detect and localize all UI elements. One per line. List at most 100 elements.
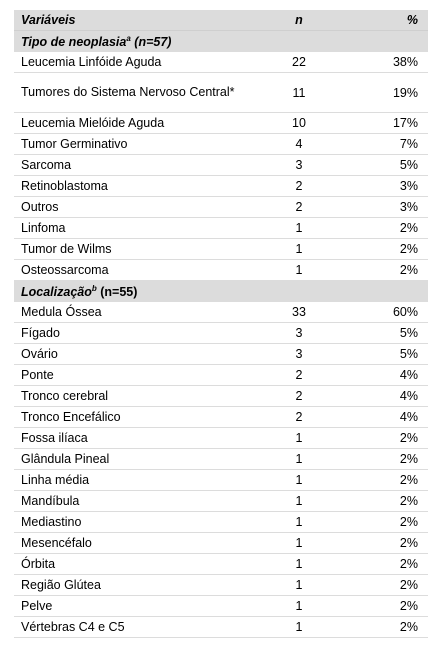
table-row: Leucemia Linfóide Aguda 22 38% <box>14 52 428 73</box>
table-row: Mandíbula 1 2% <box>14 491 428 512</box>
row-percent: 2% <box>399 599 418 613</box>
row-percent: 2% <box>399 620 418 634</box>
table-row: Tumor de Wilms 1 2% <box>14 239 428 260</box>
row-percent: 17% <box>392 116 418 130</box>
row-percent: 2% <box>399 263 418 277</box>
row-label: Linha média <box>21 472 90 487</box>
row-n: 2 <box>295 179 303 193</box>
row-label: Linfoma <box>21 220 66 235</box>
table-row: Sarcoma 3 5% <box>14 155 428 176</box>
section-count: (n=55) <box>100 285 138 300</box>
section-header: Localizaçãob (n=55) <box>14 281 428 302</box>
data-table: Variáveis n % Tipo de neoplasiaa (n=57) L… <box>14 10 428 638</box>
row-label: Glândula Pineal <box>21 451 110 466</box>
table-row: Mediastino 1 2% <box>14 512 428 533</box>
row-percent: 5% <box>399 158 418 172</box>
row-n: 10 <box>292 116 306 130</box>
row-label: Osteossarcoma <box>21 262 109 277</box>
row-n: 1 <box>295 536 303 550</box>
row-n: 33 <box>292 305 306 319</box>
row-label: Órbita <box>21 556 56 571</box>
row-percent: 3% <box>399 179 418 193</box>
header-n: n <box>295 13 303 27</box>
row-label: Tronco Encefálico <box>21 409 121 424</box>
row-percent: 2% <box>399 536 418 550</box>
row-label: Tumor Germinativo <box>21 136 128 151</box>
row-percent: 5% <box>399 347 418 361</box>
row-n: 1 <box>295 263 303 277</box>
row-n: 1 <box>295 599 303 613</box>
row-percent: 4% <box>399 368 418 382</box>
row-percent: 2% <box>399 578 418 592</box>
table-row: Tronco cerebral 2 4% <box>14 386 428 407</box>
row-label: Ponte <box>21 367 54 382</box>
row-percent: 60% <box>392 305 418 319</box>
row-percent: 2% <box>399 515 418 529</box>
row-label: Fossa ilíaca <box>21 430 88 445</box>
row-percent: 5% <box>399 326 418 340</box>
row-label: Tronco cerebral <box>21 388 109 403</box>
table-row: Fossa ilíaca 1 2% <box>14 428 428 449</box>
row-n: 1 <box>295 452 303 466</box>
row-label: Retinoblastoma <box>21 178 108 193</box>
section-footnote-marker: b <box>91 284 97 294</box>
table-row: Ovário 3 5% <box>14 344 428 365</box>
row-n: 1 <box>295 221 303 235</box>
row-percent: 19% <box>392 85 418 100</box>
row-n: 2 <box>295 389 303 403</box>
table-row: Retinoblastoma 2 3% <box>14 176 428 197</box>
row-label: Região Glútea <box>21 577 101 592</box>
row-percent: 2% <box>399 221 418 235</box>
row-label: Mediastino <box>21 514 82 529</box>
table-row: Tronco Encefálico 2 4% <box>14 407 428 428</box>
table-row: Leucemia Mielóide Aguda 10 17% <box>14 113 428 134</box>
row-percent: 2% <box>399 452 418 466</box>
row-label: Tumores do Sistema Nervoso Central* <box>21 85 235 99</box>
row-percent: 2% <box>399 557 418 571</box>
table-row: Osteossarcoma 1 2% <box>14 260 428 281</box>
section-title-text: Tipo de neoplasia <box>21 35 127 50</box>
table-row: Órbita 1 2% <box>14 554 428 575</box>
row-percent: 2% <box>399 431 418 445</box>
row-n: 1 <box>295 620 303 634</box>
row-n: 2 <box>295 368 303 382</box>
table-row: Pelve 1 2% <box>14 596 428 617</box>
table-row: Linfoma 1 2% <box>14 218 428 239</box>
row-percent: 7% <box>399 137 418 151</box>
table-row: Medula Óssea 33 60% <box>14 302 428 323</box>
table-row: Tumor Germinativo 4 7% <box>14 134 428 155</box>
row-n: 1 <box>295 557 303 571</box>
table-body: Tipo de neoplasiaa (n=57) Leucemia Linfói… <box>14 31 428 638</box>
row-percent: 2% <box>399 473 418 487</box>
row-label: Tumor de Wilms <box>21 241 112 256</box>
section-header: Tipo de neoplasiaa (n=57) <box>14 31 428 52</box>
table-row: Glândula Pineal 1 2% <box>14 449 428 470</box>
row-percent: 38% <box>392 55 418 69</box>
row-n: 4 <box>295 137 303 151</box>
row-n: 1 <box>295 515 303 529</box>
header-variable: Variáveis <box>21 12 76 27</box>
table-row: Ponte 2 4% <box>14 365 428 386</box>
row-label: Medula Óssea <box>21 304 102 319</box>
section-title: Localizaçãob (n=55) <box>14 279 428 302</box>
row-percent: 2% <box>399 494 418 508</box>
table-header: Variáveis n % <box>14 10 428 31</box>
section-title: Tipo de neoplasiaa (n=57) <box>14 29 428 52</box>
row-label: Mandíbula <box>21 493 80 508</box>
row-percent: 4% <box>399 410 418 424</box>
row-label: Sarcoma <box>21 157 72 172</box>
table-row: Fígado 3 5% <box>14 323 428 344</box>
row-label: Mesencéfalo <box>21 535 92 550</box>
row-label: Outros <box>21 199 59 214</box>
section-footnote-marker: a <box>126 34 131 44</box>
row-percent: 4% <box>399 389 418 403</box>
row-label: Vértebras C4 e C5 <box>21 619 125 634</box>
row-label: Ovário <box>21 346 58 361</box>
row-label: Leucemia Mielóide Aguda <box>21 115 165 130</box>
row-n: 3 <box>295 158 303 172</box>
row-percent: 2% <box>399 242 418 256</box>
row-n: 1 <box>295 473 303 487</box>
table-row: Região Glútea 1 2% <box>14 575 428 596</box>
row-n: 2 <box>295 200 303 214</box>
row-label: Pelve <box>21 598 53 613</box>
